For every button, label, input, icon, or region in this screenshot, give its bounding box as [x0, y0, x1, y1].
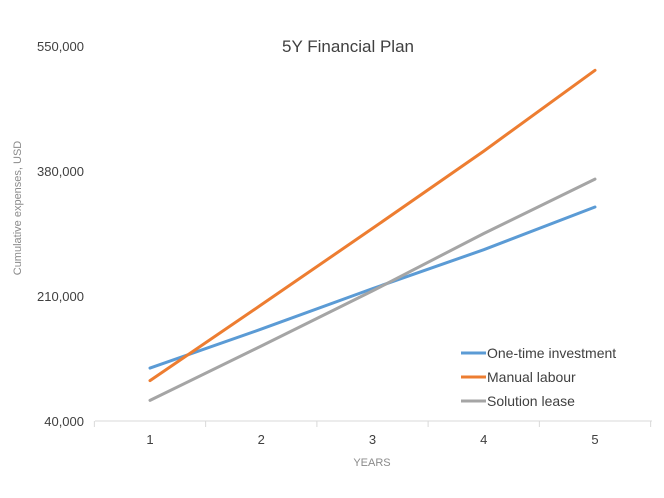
series-line-manual-labour	[148, 68, 597, 383]
x-tick-label: 5	[591, 432, 598, 447]
x-tick-label: 1	[146, 432, 153, 447]
legend-label: One-time investment	[487, 345, 616, 361]
y-axis-ticks: 40,000 210,000 380,000 550,000	[37, 39, 84, 429]
series-lines	[148, 68, 597, 402]
y-tick-label: 550,000	[37, 39, 84, 54]
chart-title: 5Y Financial Plan	[282, 37, 414, 56]
legend-label: Solution lease	[487, 393, 575, 409]
series-line-one-time-investment	[148, 205, 597, 370]
x-tick-label: 2	[258, 432, 265, 447]
x-tick-label: 4	[480, 432, 487, 447]
y-axis-label: Cumulative expenses, USD	[12, 141, 24, 276]
legend: One-time investment Manual labour Solution…	[461, 345, 616, 409]
y-tick-label: 380,000	[37, 164, 84, 179]
x-tick-label: 3	[369, 432, 376, 447]
x-axis-ticks: 1 2 3 4 5	[93, 421, 652, 447]
y-tick-label: 40,000	[44, 414, 84, 429]
x-axis-label: YEARS	[353, 457, 390, 469]
series-line-solution-lease	[148, 177, 597, 402]
y-tick-label: 210,000	[37, 289, 84, 304]
legend-label: Manual labour	[487, 369, 576, 385]
